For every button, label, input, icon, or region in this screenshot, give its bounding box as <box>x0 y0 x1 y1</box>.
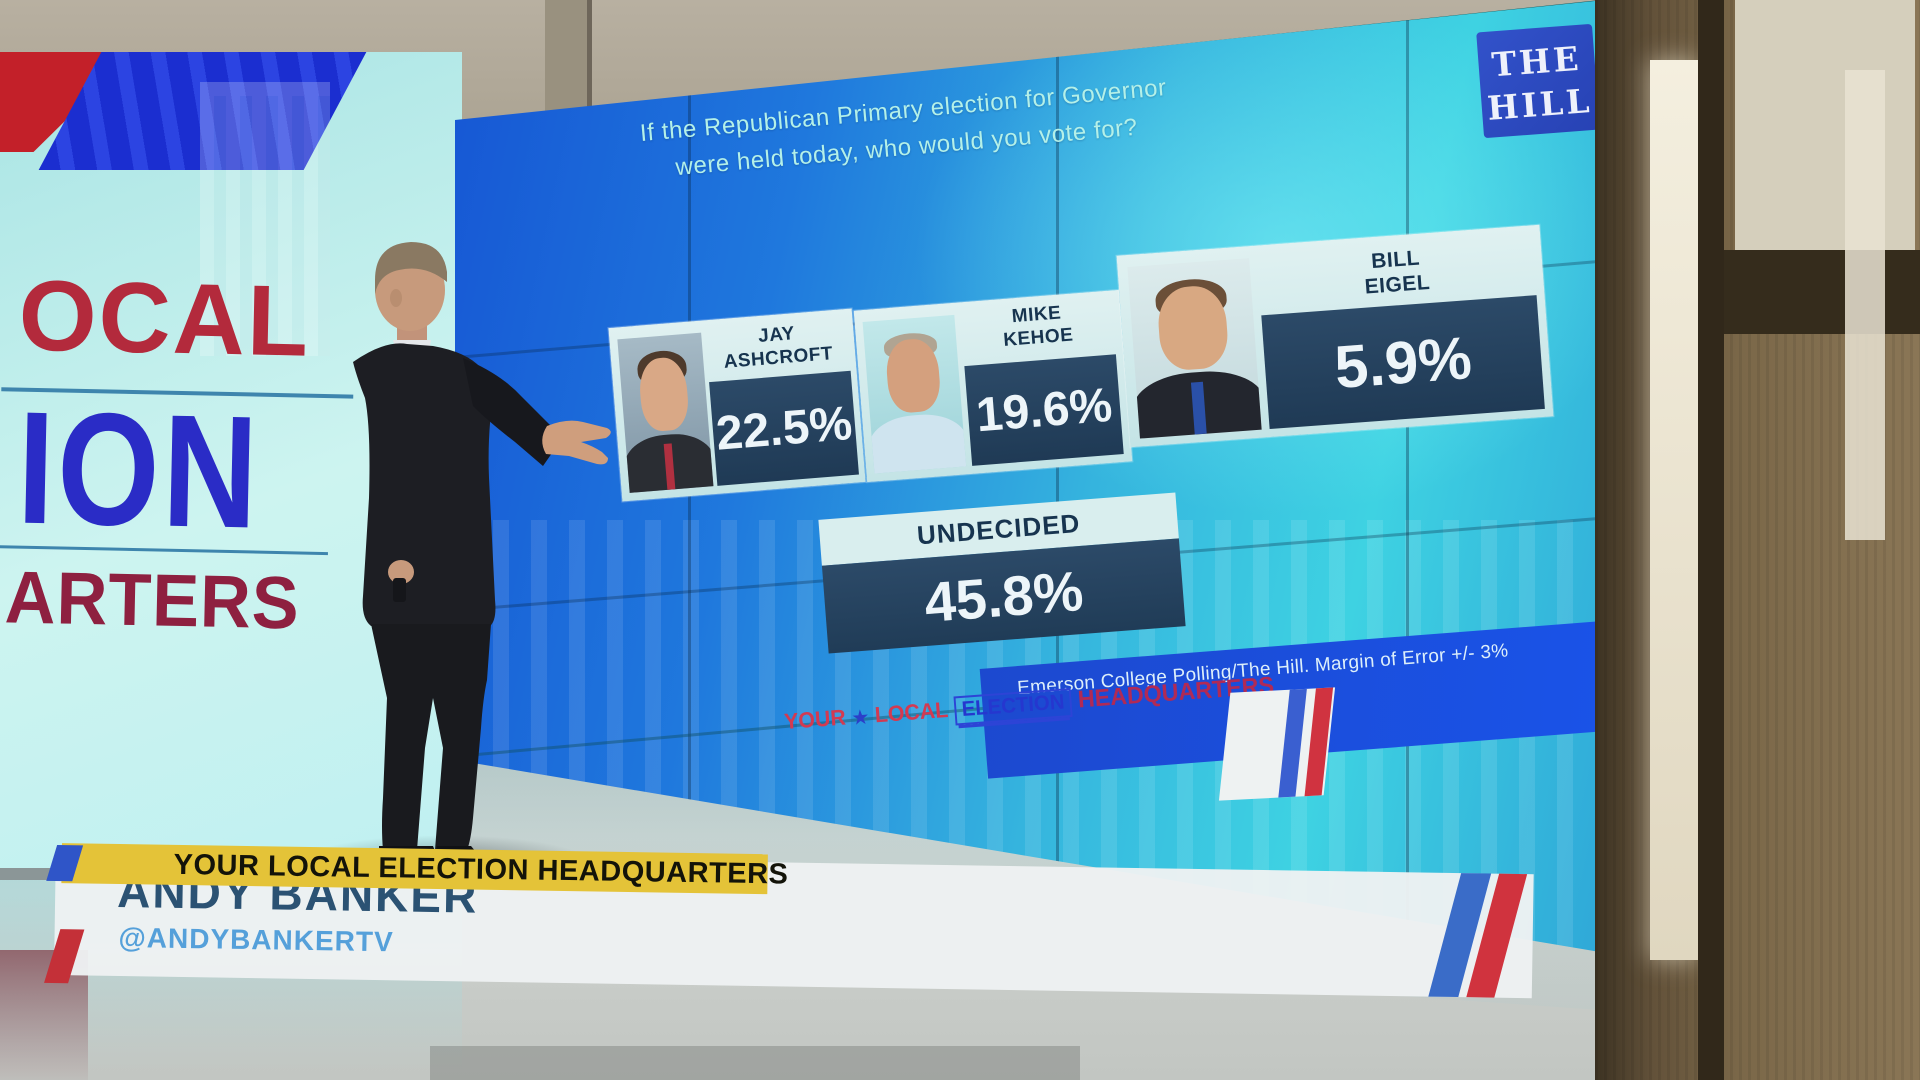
photo-torso <box>866 411 967 474</box>
wood-frame-band <box>1724 250 1920 334</box>
brand-election: ELECTION <box>953 687 1073 726</box>
anchor-social-handle: @ANDYBANKERTV <box>118 921 394 958</box>
the-hill-logo: THE HILL <box>1476 23 1600 139</box>
anchor-arm <box>463 358 561 466</box>
poll-value: 19.6% <box>974 378 1114 442</box>
undecided-value: 45.8% <box>922 558 1086 634</box>
hill-logo-word2: HILL <box>1485 80 1594 128</box>
floor-edge-shadow <box>430 1046 1080 1080</box>
anchor-suit <box>353 343 496 626</box>
panel-seam <box>1056 0 1059 952</box>
star-icon: ★ <box>851 706 869 728</box>
news-anchor <box>353 242 611 867</box>
wood-frame-divider <box>1698 0 1724 1080</box>
poll-value: 22.5% <box>714 396 854 461</box>
brand-local: LOCAL <box>873 697 950 728</box>
poll-value-box: 19.6% <box>964 354 1124 466</box>
poll-value: 5.9% <box>1332 323 1474 401</box>
candidate-card-kehoe: MIKE KEHOE 19.6% <box>853 289 1133 483</box>
backlit-panel <box>1650 60 1698 960</box>
anchor-trousers <box>371 624 491 850</box>
striped-flag-graphic <box>1218 687 1336 801</box>
candidate-name: BILL EIGEL <box>1257 237 1536 307</box>
frosted-panel <box>1735 0 1915 250</box>
candidate-name: JAY ASHCROFT <box>705 319 850 376</box>
backlit-slit <box>1845 70 1885 540</box>
poll-value-box: 22.5% <box>709 370 859 486</box>
candidate-photo <box>1127 258 1262 439</box>
candidate-name: MIKE KEHOE <box>958 298 1117 356</box>
clicker-remote <box>393 578 406 602</box>
anchor-hair <box>375 242 447 294</box>
candidate-card-ashcroft: JAY ASHCROFT 22.5% <box>608 308 866 502</box>
anchor-left-hand <box>388 560 414 584</box>
candidate-photo <box>862 314 967 474</box>
poll-value-box: 5.9% <box>1261 295 1545 430</box>
candidate-card-eigel: BILL EIGEL 5.9% <box>1116 224 1554 448</box>
undecided-card: UNDECIDED 45.8% <box>818 492 1186 654</box>
brand-your: YOUR <box>783 704 847 734</box>
anchor-ear <box>390 289 402 307</box>
anchor-hand <box>542 420 611 465</box>
lower-third: ANDY BANKER @ANDYBANKERTV YOUR LOCAL ELE… <box>44 843 1536 1006</box>
column-watermark <box>200 82 330 356</box>
flag-blue-stripe <box>1278 688 1307 798</box>
wood-wall <box>1595 0 1920 1080</box>
panel-seam <box>1406 0 1409 952</box>
studio-pillar <box>545 0 592 112</box>
